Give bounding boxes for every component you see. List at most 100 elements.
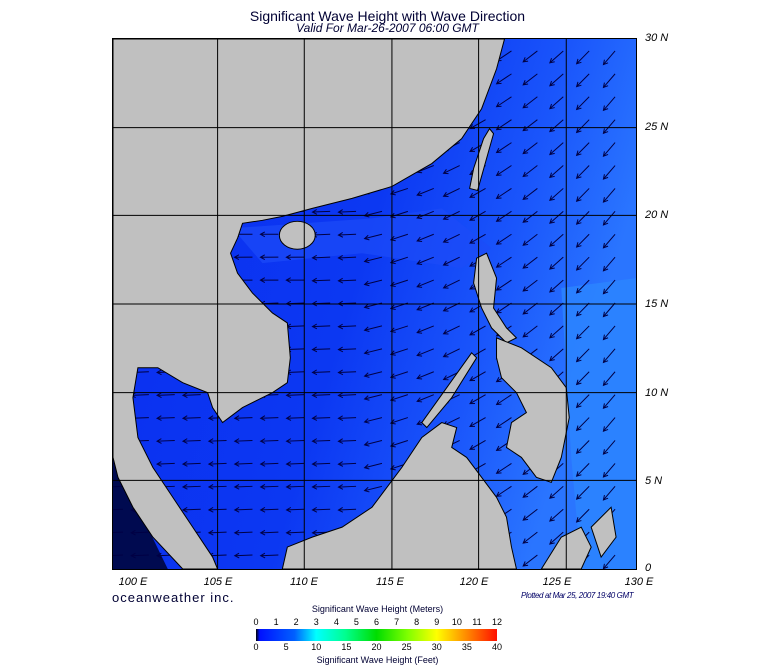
lat-label: 25 N [645, 121, 669, 133]
wave-arrow [469, 417, 486, 427]
wave-arrow [602, 256, 616, 272]
wave-arrow [285, 438, 305, 444]
wave-arrow [522, 508, 538, 521]
graticule [113, 39, 636, 569]
wave-arrow [181, 392, 201, 399]
colorbar-feet-tick: 40 [491, 642, 503, 652]
wave-arrow [416, 348, 434, 357]
wave-arrow [416, 256, 434, 265]
wave-arrow [181, 438, 201, 444]
wave-arrow [156, 438, 175, 444]
wave-arrow [469, 233, 486, 244]
wave-arrow [389, 187, 409, 196]
wave-arrow [363, 417, 383, 424]
wave-arrow [575, 50, 590, 65]
land-taiwan [469, 127, 495, 192]
wave-arrow [311, 254, 331, 261]
wave-arrow [549, 348, 564, 362]
wave-arrow [363, 440, 383, 447]
wave-arrow [575, 440, 590, 455]
wave-arrow [389, 417, 409, 425]
wave-arrow [156, 415, 175, 421]
wave-arrow [549, 256, 564, 270]
lat-label: 5 N [645, 475, 663, 487]
wave-arrow [285, 461, 305, 467]
colorbar-meters-tick: 4 [333, 617, 339, 627]
wave-arrow [522, 325, 538, 338]
wave-arrow [495, 279, 512, 291]
wave-arrow [575, 279, 590, 294]
lon-label: 120 E [459, 576, 489, 588]
wave-arrow [495, 165, 512, 177]
wave-arrow [602, 417, 616, 432]
colorbar-feet-tick: 35 [461, 642, 472, 652]
wave-arrow [416, 394, 434, 403]
wave-arrow [285, 277, 305, 283]
wave-arrow [311, 323, 331, 330]
wave-arrow [442, 279, 460, 289]
wave-arrow [602, 325, 616, 341]
lon-label: 115 E [376, 576, 404, 588]
wave-arrow [285, 415, 305, 421]
wave-arrow [259, 277, 279, 283]
lon-label: 125 E [542, 576, 572, 588]
wave-arrow [363, 348, 383, 355]
light-sea-patch [232, 208, 492, 269]
colorbar-title-meters: Significant Wave Height (Meters) [311, 604, 444, 614]
wave-arrow [233, 461, 253, 467]
wave-arrow [233, 484, 253, 490]
wave-arrow [549, 142, 564, 156]
wave-arrow [469, 371, 486, 382]
wave-arrow [602, 188, 616, 203]
wave-arrow [549, 233, 564, 247]
wave-arrow [522, 142, 538, 155]
wave-arrow [130, 529, 149, 536]
wave-arrow [495, 233, 512, 245]
wave-arrow [522, 96, 538, 109]
wave-arrow [233, 438, 253, 444]
wave-arrow [389, 233, 409, 242]
wave-arrow [181, 484, 201, 490]
wave-arrow [311, 392, 331, 399]
wave-arrow [389, 348, 409, 356]
wave-arrow [363, 233, 383, 241]
wave-arrow [416, 371, 434, 380]
wave-arrow [602, 302, 616, 318]
wave-arrow [575, 73, 590, 88]
wave-arrow [311, 346, 331, 353]
colorbar-meters-tick: 7 [394, 617, 400, 627]
wave-arrow [285, 529, 305, 536]
wave-arrow [549, 96, 564, 110]
wave-arrow [495, 96, 512, 108]
colorbar [256, 629, 497, 641]
lat-label: 0 [645, 562, 652, 574]
colorbar-feet-tick: 30 [431, 642, 442, 652]
wave-arrow [181, 415, 201, 421]
wave-arrow [389, 256, 409, 265]
wave-arrow [549, 119, 564, 133]
wave-arrow [575, 211, 590, 225]
wave-arrow [337, 369, 357, 376]
wave-arrow [602, 119, 616, 135]
wave-arrow [469, 119, 486, 130]
lon-label: 100 E [118, 576, 148, 588]
wave-arrow [575, 348, 590, 363]
wave-arrow [259, 438, 279, 444]
lon-label: 110 E [290, 576, 318, 588]
wave-arrow [416, 279, 434, 288]
colorbar-meters-tick: 1 [273, 617, 279, 627]
wave-arrow [549, 73, 564, 87]
wave-arrow [285, 254, 305, 261]
lat-label: 30 N [645, 32, 669, 44]
wave-arrow [442, 325, 460, 335]
colorbar-meters-tick: 0 [253, 617, 259, 627]
wave-arrow [469, 325, 486, 336]
colorbar-meters-tick: 6 [373, 617, 380, 627]
wave-arrow [259, 254, 279, 261]
wave-arrow [549, 279, 564, 293]
wave-arrow [575, 233, 590, 248]
wave-arrow [495, 142, 512, 154]
map-subtitle: Valid For Mar-26-2007 06:00 GMT [296, 21, 479, 35]
wave-arrow [522, 188, 538, 201]
wave-arrow [602, 463, 616, 478]
